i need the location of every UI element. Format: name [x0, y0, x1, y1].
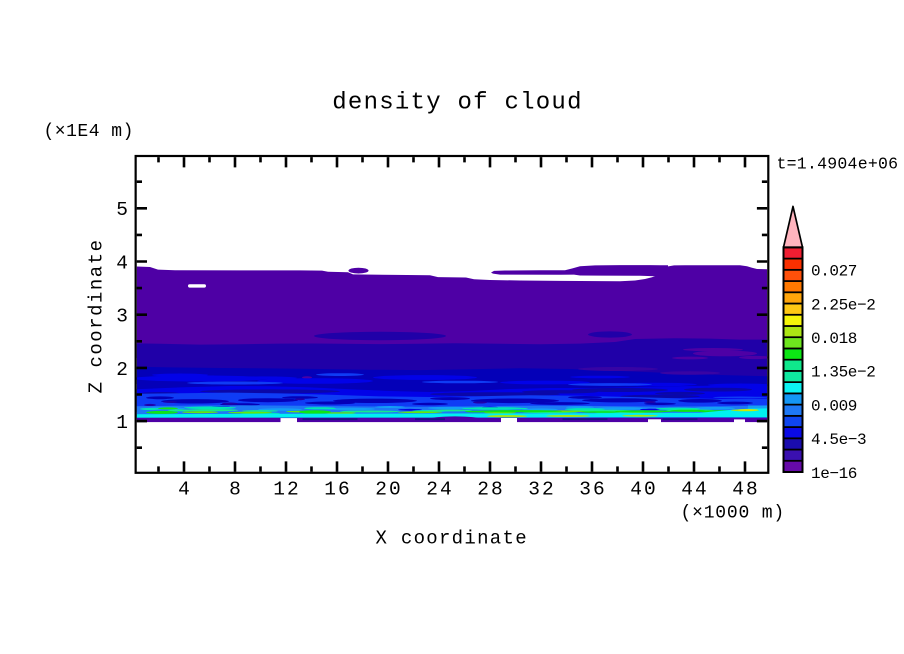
svg-text:Z coordinate: Z coordinate — [86, 238, 108, 393]
svg-text:8: 8 — [229, 478, 241, 500]
svg-text:0.009: 0.009 — [811, 397, 857, 415]
svg-text:2.25e−2: 2.25e−2 — [811, 296, 875, 314]
svg-text:(×1000 m): (×1000 m) — [681, 504, 785, 524]
svg-text:12: 12 — [273, 478, 300, 500]
svg-text:24: 24 — [426, 478, 453, 500]
svg-text:3: 3 — [116, 306, 128, 328]
svg-text:4: 4 — [178, 478, 190, 500]
svg-text:density of cloud: density of cloud — [332, 90, 582, 117]
svg-text:(×1E4 m): (×1E4 m) — [44, 122, 134, 142]
svg-text:40: 40 — [630, 478, 657, 500]
svg-text:X coordinate: X coordinate — [375, 527, 527, 549]
svg-text:1: 1 — [116, 412, 128, 434]
svg-text:36: 36 — [579, 478, 606, 500]
svg-text:20: 20 — [375, 478, 402, 500]
svg-text:44: 44 — [681, 478, 708, 500]
svg-text:4.5e−3: 4.5e−3 — [811, 431, 866, 449]
svg-text:48: 48 — [732, 478, 759, 500]
svg-text:1e−16: 1e−16 — [811, 465, 857, 483]
svg-text:28: 28 — [477, 478, 504, 500]
svg-text:0.027: 0.027 — [811, 263, 857, 281]
svg-text:2: 2 — [116, 359, 128, 381]
svg-text:5: 5 — [116, 199, 128, 221]
svg-text:t=1.4904e+06: t=1.4904e+06 — [777, 155, 899, 174]
svg-text:4: 4 — [116, 252, 128, 274]
svg-text:16: 16 — [324, 478, 351, 500]
svg-text:1.35e−2: 1.35e−2 — [811, 364, 875, 382]
svg-text:0.018: 0.018 — [811, 330, 857, 348]
svg-text:32: 32 — [528, 478, 555, 500]
